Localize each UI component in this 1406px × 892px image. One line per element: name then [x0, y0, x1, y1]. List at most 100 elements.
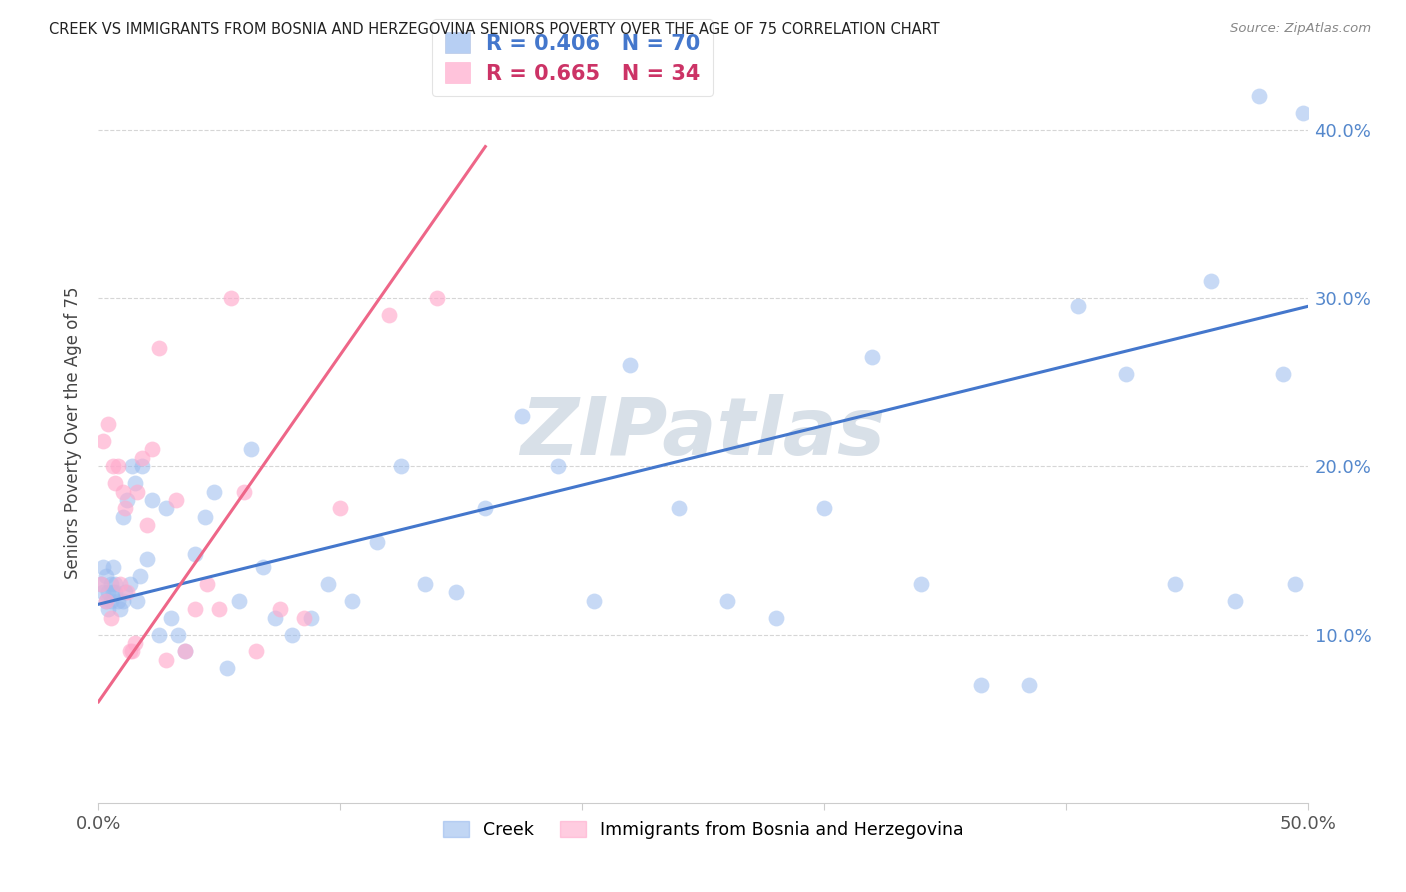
Point — [135, 518, 157, 533]
Point — [1272, 367, 1295, 381]
Point — [716, 594, 738, 608]
Point — [195, 577, 218, 591]
Point — [167, 627, 190, 641]
Point — [114, 585, 136, 599]
Point — [121, 644, 143, 658]
Point — [1284, 577, 1306, 591]
Point — [141, 442, 163, 457]
Point — [1249, 89, 1271, 103]
Point — [377, 308, 399, 322]
Point — [104, 476, 127, 491]
Point — [117, 492, 139, 507]
Point — [194, 509, 217, 524]
Point — [970, 678, 993, 692]
Point — [389, 459, 412, 474]
Point — [94, 594, 117, 608]
Point — [111, 594, 134, 608]
Point — [252, 560, 274, 574]
Point — [111, 484, 134, 499]
Point — [547, 459, 569, 474]
Point — [91, 585, 114, 599]
Point — [619, 359, 641, 373]
Point — [114, 501, 136, 516]
Point — [131, 450, 153, 465]
Point — [100, 577, 122, 591]
Point — [813, 501, 835, 516]
Point — [1163, 577, 1185, 591]
Point — [281, 627, 304, 641]
Point — [174, 644, 197, 658]
Point — [155, 501, 177, 516]
Point — [101, 560, 124, 574]
Point — [117, 585, 139, 599]
Point — [1223, 594, 1246, 608]
Point — [215, 661, 238, 675]
Point — [121, 459, 143, 474]
Point — [101, 585, 124, 599]
Point — [668, 501, 690, 516]
Point — [292, 610, 315, 624]
Point — [127, 484, 149, 499]
Text: Source: ZipAtlas.com: Source: ZipAtlas.com — [1230, 22, 1371, 36]
Point — [174, 644, 197, 658]
Point — [118, 577, 141, 591]
Point — [446, 585, 468, 599]
Point — [100, 594, 122, 608]
Point — [118, 644, 141, 658]
Point — [104, 585, 127, 599]
Point — [104, 577, 127, 591]
Point — [1018, 678, 1040, 692]
Point — [269, 602, 291, 616]
Point — [510, 409, 533, 423]
Point — [583, 594, 606, 608]
Point — [204, 484, 226, 499]
Point — [239, 442, 262, 457]
Point — [107, 459, 129, 474]
Point — [97, 602, 120, 616]
Point — [94, 568, 117, 582]
Point — [299, 610, 322, 624]
Point — [148, 627, 170, 641]
Point — [413, 577, 436, 591]
Point — [97, 417, 120, 432]
Point — [228, 594, 250, 608]
Point — [148, 342, 170, 356]
Point — [135, 551, 157, 566]
Point — [184, 602, 207, 616]
Point — [91, 560, 114, 574]
Point — [329, 501, 352, 516]
Point — [108, 602, 131, 616]
Point — [232, 484, 254, 499]
Point — [155, 653, 177, 667]
Point — [97, 585, 120, 599]
Point — [94, 594, 117, 608]
Point — [101, 459, 124, 474]
Point — [128, 568, 150, 582]
Point — [221, 291, 243, 305]
Point — [426, 291, 449, 305]
Point — [765, 610, 787, 624]
Point — [1199, 274, 1222, 288]
Point — [131, 459, 153, 474]
Point — [910, 577, 932, 591]
Point — [1067, 300, 1090, 314]
Point — [107, 594, 129, 608]
Text: CREEK VS IMMIGRANTS FROM BOSNIA AND HERZEGOVINA SENIORS POVERTY OVER THE AGE OF : CREEK VS IMMIGRANTS FROM BOSNIA AND HERZ… — [49, 22, 939, 37]
Point — [91, 434, 114, 448]
Point — [160, 610, 183, 624]
Point — [90, 577, 112, 591]
Text: ZIPatlas: ZIPatlas — [520, 393, 886, 472]
Point — [1115, 367, 1137, 381]
Point — [342, 594, 364, 608]
Point — [90, 577, 112, 591]
Point — [860, 350, 883, 364]
Point — [245, 644, 267, 658]
Point — [127, 594, 149, 608]
Point — [366, 535, 388, 549]
Point — [100, 610, 122, 624]
Point — [141, 492, 163, 507]
Point — [108, 577, 131, 591]
Legend: Creek, Immigrants from Bosnia and Herzegovina: Creek, Immigrants from Bosnia and Herzeg… — [436, 814, 970, 846]
Point — [316, 577, 339, 591]
Point — [124, 476, 146, 491]
